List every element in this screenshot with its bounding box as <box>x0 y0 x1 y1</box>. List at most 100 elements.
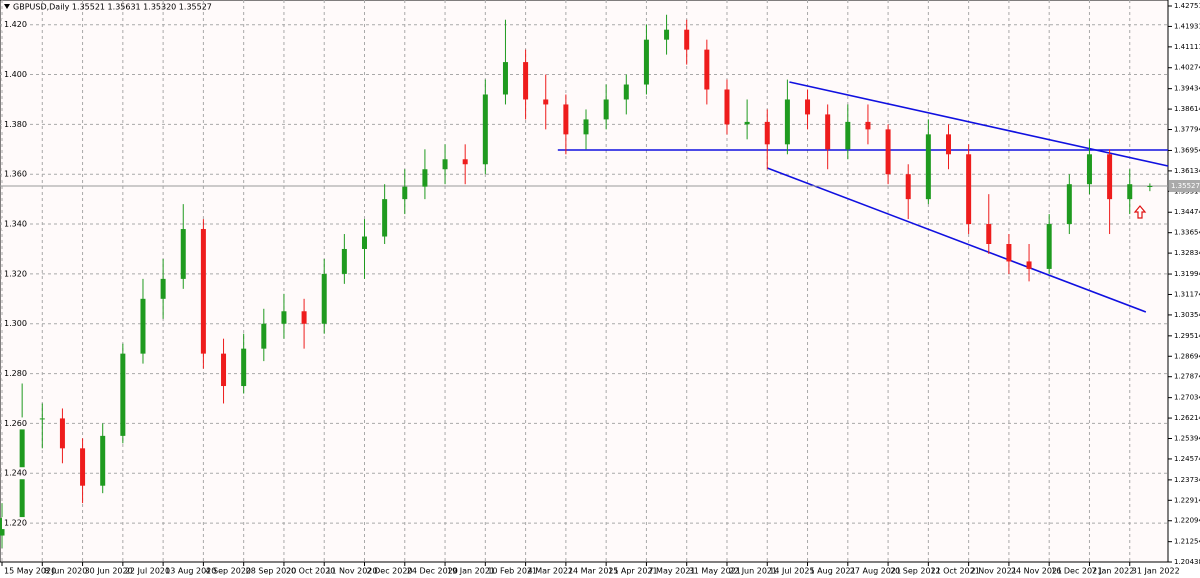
y2-tick-label: 1.300 <box>4 319 27 328</box>
x-tick-label: 20 Sep 2021 <box>890 567 941 576</box>
candle-body <box>543 99 549 105</box>
trendline <box>789 81 1169 167</box>
candle-body <box>200 229 206 354</box>
y2-tick-label: 1.320 <box>4 269 27 278</box>
x-tick-label: 11 Nov 2020 <box>326 567 377 576</box>
x-tick-label: 7 Jan 2022 <box>1091 567 1134 576</box>
candle-body <box>744 121 750 125</box>
candle-body <box>1147 186 1153 188</box>
x-tick-label: 10 Feb 2021 <box>487 567 537 576</box>
y2-label-bg <box>2 267 26 280</box>
y-tick-label: 1.29514 <box>1174 332 1200 340</box>
y-tick-label: 1.33654 <box>1174 229 1200 237</box>
x-tick-label: 2 Dec 2020 <box>366 567 412 576</box>
y-tick-label: 1.31174 <box>1174 290 1200 298</box>
candle-body <box>805 99 811 115</box>
y-tick-label: 1.40274 <box>1174 64 1200 72</box>
candle-body <box>180 229 186 279</box>
y2-label-bg <box>2 68 26 81</box>
candle-body <box>160 278 166 299</box>
candle-body <box>301 311 307 324</box>
candle-body <box>986 224 992 244</box>
x-tick-label: 31 May 2021 <box>689 567 741 576</box>
y-tick-label: 1.25394 <box>1174 435 1200 443</box>
y-tick-label: 1.36134 <box>1174 167 1200 175</box>
candle-body <box>39 418 45 420</box>
x-tick-label: 5 Aug 2021 <box>810 567 856 576</box>
y-tick-label: 1.30354 <box>1174 311 1200 319</box>
y-tick-label: 1.21254 <box>1174 538 1200 546</box>
y2-label-bg <box>2 218 26 231</box>
x-tick-label: 14 Jul 2021 <box>769 567 814 576</box>
y-tick-label: 1.31994 <box>1174 270 1200 278</box>
candle-body <box>945 134 951 155</box>
price-box <box>1169 180 1200 193</box>
trendlines <box>0 81 1169 313</box>
candle-body <box>1086 154 1092 185</box>
candle-body <box>684 29 690 50</box>
y-tick-label: 1.22094 <box>1174 517 1200 525</box>
candle-body <box>523 62 529 100</box>
candle-body <box>925 134 931 200</box>
candle-body <box>140 298 146 354</box>
candle-body <box>1026 261 1032 269</box>
y-tick-label: 1.27874 <box>1174 373 1200 381</box>
candle-body <box>442 159 448 170</box>
y-tick-label: 1.28694 <box>1174 352 1200 360</box>
y2-tick-label: 1.280 <box>4 369 27 378</box>
y-tick-label: 1.39434 <box>1174 85 1200 93</box>
y2-tick-label: 1.420 <box>4 20 27 29</box>
candle-body <box>261 323 267 349</box>
y2-label-bg <box>2 168 26 181</box>
x-tick-label: 16 Dec 2021 <box>1051 567 1102 576</box>
x-tick-label: 13 Aug 2020 <box>165 567 216 576</box>
y-tick-label: 1.38614 <box>1174 105 1200 113</box>
candle-body <box>966 154 972 225</box>
plot-area <box>0 0 1169 563</box>
y-tick-label: 1.27034 <box>1174 394 1200 402</box>
candle-body <box>361 236 367 249</box>
y-tick-label: 1.34474 <box>1174 208 1200 216</box>
x-tick-label: 19 Jan 2021 <box>447 567 495 576</box>
candle-body <box>482 94 488 165</box>
candle-body <box>603 99 609 120</box>
y2-label-bg <box>2 118 26 131</box>
x-tick-label: 22 Jul 2020 <box>125 567 170 576</box>
candle-body <box>1066 184 1072 225</box>
candle-body <box>845 121 851 150</box>
x-tick-label: 31 Jan 2022 <box>1132 567 1180 576</box>
y-tick-label: 1.24574 <box>1174 455 1200 463</box>
menu-triangle <box>4 4 10 9</box>
candle-body <box>1046 224 1052 269</box>
x-tick-label: 4 Sep 2020 <box>205 567 251 576</box>
candle-body <box>59 418 65 449</box>
x-tick-label: 2 Nov 2021 <box>971 567 1017 576</box>
y-tick-label: 1.23734 <box>1174 476 1200 484</box>
x-tick-label: 27 Aug 2021 <box>850 567 901 576</box>
candle-body <box>281 311 287 324</box>
grid <box>0 0 1168 562</box>
candle-body <box>724 89 730 125</box>
trendline <box>766 167 1147 313</box>
y-tick-label: 1.22914 <box>1174 496 1200 504</box>
candle-body <box>221 353 227 387</box>
y-tick-label: 1.26214 <box>1174 414 1200 422</box>
x-tick-label: 28 Sep 2020 <box>246 567 297 576</box>
candle-body <box>341 248 347 274</box>
y2-label-bg <box>2 18 26 31</box>
candle-body <box>1006 243 1012 262</box>
x-tick-label: 24 Nov 2021 <box>1011 567 1062 576</box>
candle-body <box>784 99 790 145</box>
y2-tick-label: 1.360 <box>4 170 27 179</box>
candle-body <box>1107 154 1113 200</box>
x-tick-label: 20 Oct 2020 <box>286 567 335 576</box>
y2-label-bg <box>2 517 26 530</box>
x-tick-label: 4 Mar 2021 <box>528 567 574 576</box>
x-tick-label: 24 Mar 2021 <box>568 567 619 576</box>
candle-body <box>764 121 770 145</box>
